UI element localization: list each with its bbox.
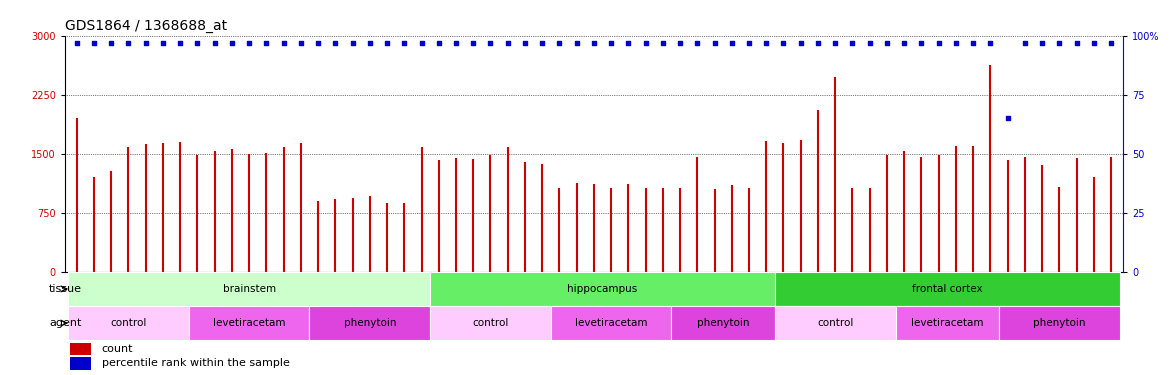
Point (256, 40, 275, 46)
Text: levetiracetam: levetiracetam (911, 318, 983, 328)
Bar (189, 306, 309, 340)
Point (1015, 40, 1034, 46)
Point (1033, 40, 1051, 46)
Point (499, 40, 517, 46)
Text: phenytoin: phenytoin (343, 318, 396, 328)
Bar (309, 306, 430, 340)
Text: agent: agent (49, 318, 81, 328)
Point (636, 40, 655, 46)
Point (240, 40, 259, 46)
Text: phenytoin: phenytoin (697, 318, 749, 328)
Point (515, 40, 534, 46)
Point (343, 40, 362, 46)
Bar (896, 306, 998, 340)
Text: control: control (817, 318, 854, 328)
Text: hippocampus: hippocampus (567, 284, 637, 294)
Point (377, 40, 396, 46)
Point (412, 40, 430, 46)
Point (533, 40, 552, 46)
Point (102, 40, 121, 46)
Point (67, 40, 86, 46)
Text: brainstem: brainstem (222, 284, 275, 294)
Point (326, 40, 345, 46)
Point (619, 40, 637, 46)
Point (826, 40, 844, 46)
Point (222, 40, 241, 46)
Point (1084, 40, 1103, 46)
Point (740, 40, 759, 46)
Bar (71, 357, 92, 370)
Point (154, 40, 173, 46)
Point (1050, 40, 1069, 46)
Point (809, 40, 828, 46)
Point (584, 40, 603, 46)
Point (843, 40, 862, 46)
Point (981, 40, 1000, 46)
Text: phenytoin: phenytoin (1033, 318, 1085, 328)
Point (429, 40, 448, 46)
Text: GDS1864 / 1368688_at: GDS1864 / 1368688_at (65, 19, 227, 33)
Point (929, 40, 948, 46)
Text: control: control (473, 318, 509, 328)
Bar (998, 306, 1120, 340)
Point (1067, 40, 1085, 46)
Point (895, 40, 914, 46)
Bar (430, 306, 550, 340)
Point (757, 40, 776, 46)
Point (774, 40, 793, 46)
Point (791, 40, 810, 46)
Point (274, 40, 293, 46)
Text: control: control (111, 318, 147, 328)
Point (119, 40, 138, 46)
Bar (671, 306, 775, 340)
Point (963, 40, 982, 46)
Point (877, 40, 896, 46)
Point (188, 40, 207, 46)
Point (463, 40, 482, 46)
Point (308, 40, 327, 46)
Point (447, 40, 466, 46)
Point (171, 40, 189, 46)
Point (206, 40, 225, 46)
Point (395, 40, 414, 46)
Point (861, 40, 880, 46)
Bar (68, 272, 430, 306)
Bar (775, 306, 896, 340)
Point (136, 40, 155, 46)
Point (998, 115, 1017, 121)
Point (602, 40, 621, 46)
Text: count: count (101, 344, 133, 354)
Point (85, 40, 103, 46)
Point (688, 40, 707, 46)
Bar (71, 343, 92, 355)
Point (550, 40, 569, 46)
Point (567, 40, 586, 46)
Text: frontal cortex: frontal cortex (911, 284, 983, 294)
Bar (68, 306, 189, 340)
Point (947, 40, 965, 46)
Point (292, 40, 310, 46)
Bar (550, 306, 671, 340)
Point (481, 40, 500, 46)
Point (1102, 40, 1121, 46)
Point (654, 40, 673, 46)
Point (706, 40, 724, 46)
Point (722, 40, 741, 46)
Bar (430, 272, 775, 306)
Point (913, 40, 931, 46)
Text: levetiracetam: levetiracetam (575, 318, 647, 328)
Text: levetiracetam: levetiracetam (213, 318, 286, 328)
Text: percentile rank within the sample: percentile rank within the sample (101, 358, 289, 369)
Text: tissue: tissue (49, 284, 82, 294)
Point (360, 40, 379, 46)
Point (670, 40, 689, 46)
Bar (775, 272, 1120, 306)
